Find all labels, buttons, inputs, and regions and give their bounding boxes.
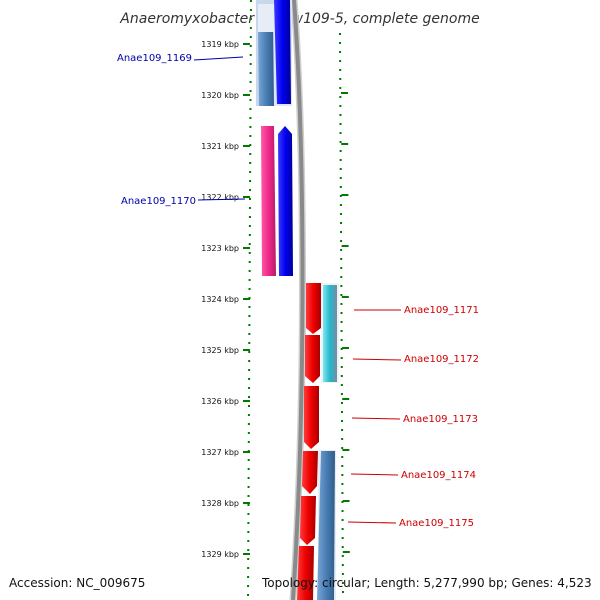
kbp-label: 1329 kbp — [201, 550, 239, 559]
feature-1171-red — [306, 283, 321, 334]
gene-label-1170[interactable]: Anae109_1170 — [121, 196, 196, 207]
gene-label-1172[interactable]: Anae109_1172 — [404, 354, 479, 365]
feature-red-bottom — [297, 546, 314, 600]
callout-1173 — [351, 417, 401, 420]
feature-1174-steel — [317, 451, 335, 600]
callout-1172 — [352, 358, 402, 361]
feature-1173-red — [304, 386, 319, 449]
gene-label-1173[interactable]: Anae109_1173 — [403, 414, 478, 425]
kbp-label: 1319 kbp — [201, 40, 239, 49]
callout-1170 — [197, 198, 246, 201]
right-dotted-track — [339, 32, 344, 600]
feature-1171-1172-cyan — [323, 285, 337, 382]
kbp-label: 1326 kbp — [201, 397, 239, 406]
tick-marks — [243, 43, 350, 555]
feature-1170-magenta — [261, 126, 276, 276]
kbp-label: 1323 kbp — [201, 244, 239, 253]
feature-1169-outer — [258, 30, 274, 106]
accession-text: Accession: NC_009675 — [9, 576, 146, 590]
feature-1175-red — [300, 496, 316, 545]
feature-blue-inner-arrow — [278, 126, 293, 276]
feature-1172-red — [305, 335, 320, 383]
kbp-label: 1320 kbp — [201, 91, 239, 100]
kbp-labels: 1319 kbp 1320 kbp 1321 kbp 1322 kbp 1323 kbp… — [201, 40, 239, 559]
callout-1169 — [193, 56, 244, 61]
map-title: Anaeromyxobacter sp. Fw109-5, complete g… — [119, 11, 479, 27]
kbp-label: 1327 kbp — [201, 448, 239, 457]
callout-1175 — [347, 521, 397, 524]
gene-label-1169[interactable]: Anae109_1169 — [117, 53, 192, 64]
gene-label-1171[interactable]: Anae109_1171 — [404, 305, 479, 316]
genome-backbone-core — [291, 0, 305, 600]
kbp-label: 1325 kbp — [201, 346, 239, 355]
kbp-label: 1328 kbp — [201, 499, 239, 508]
feature-1169-outer-top — [258, 4, 274, 32]
gene-label-1175[interactable]: Anae109_1175 — [399, 518, 474, 529]
kbp-label: 1324 kbp — [201, 295, 239, 304]
callout-1174 — [350, 473, 399, 476]
topology-text: Topology: circular; Length: 5,277,990 bp… — [262, 576, 592, 590]
feature-blue-inner-top — [274, 0, 291, 104]
kbp-label: 1322 kbp — [201, 193, 239, 202]
left-dotted-track — [247, 0, 252, 600]
feature-1174-red — [302, 451, 318, 494]
kbp-label: 1321 kbp — [201, 142, 239, 151]
gene-label-1174[interactable]: Anae109_1174 — [401, 470, 476, 481]
